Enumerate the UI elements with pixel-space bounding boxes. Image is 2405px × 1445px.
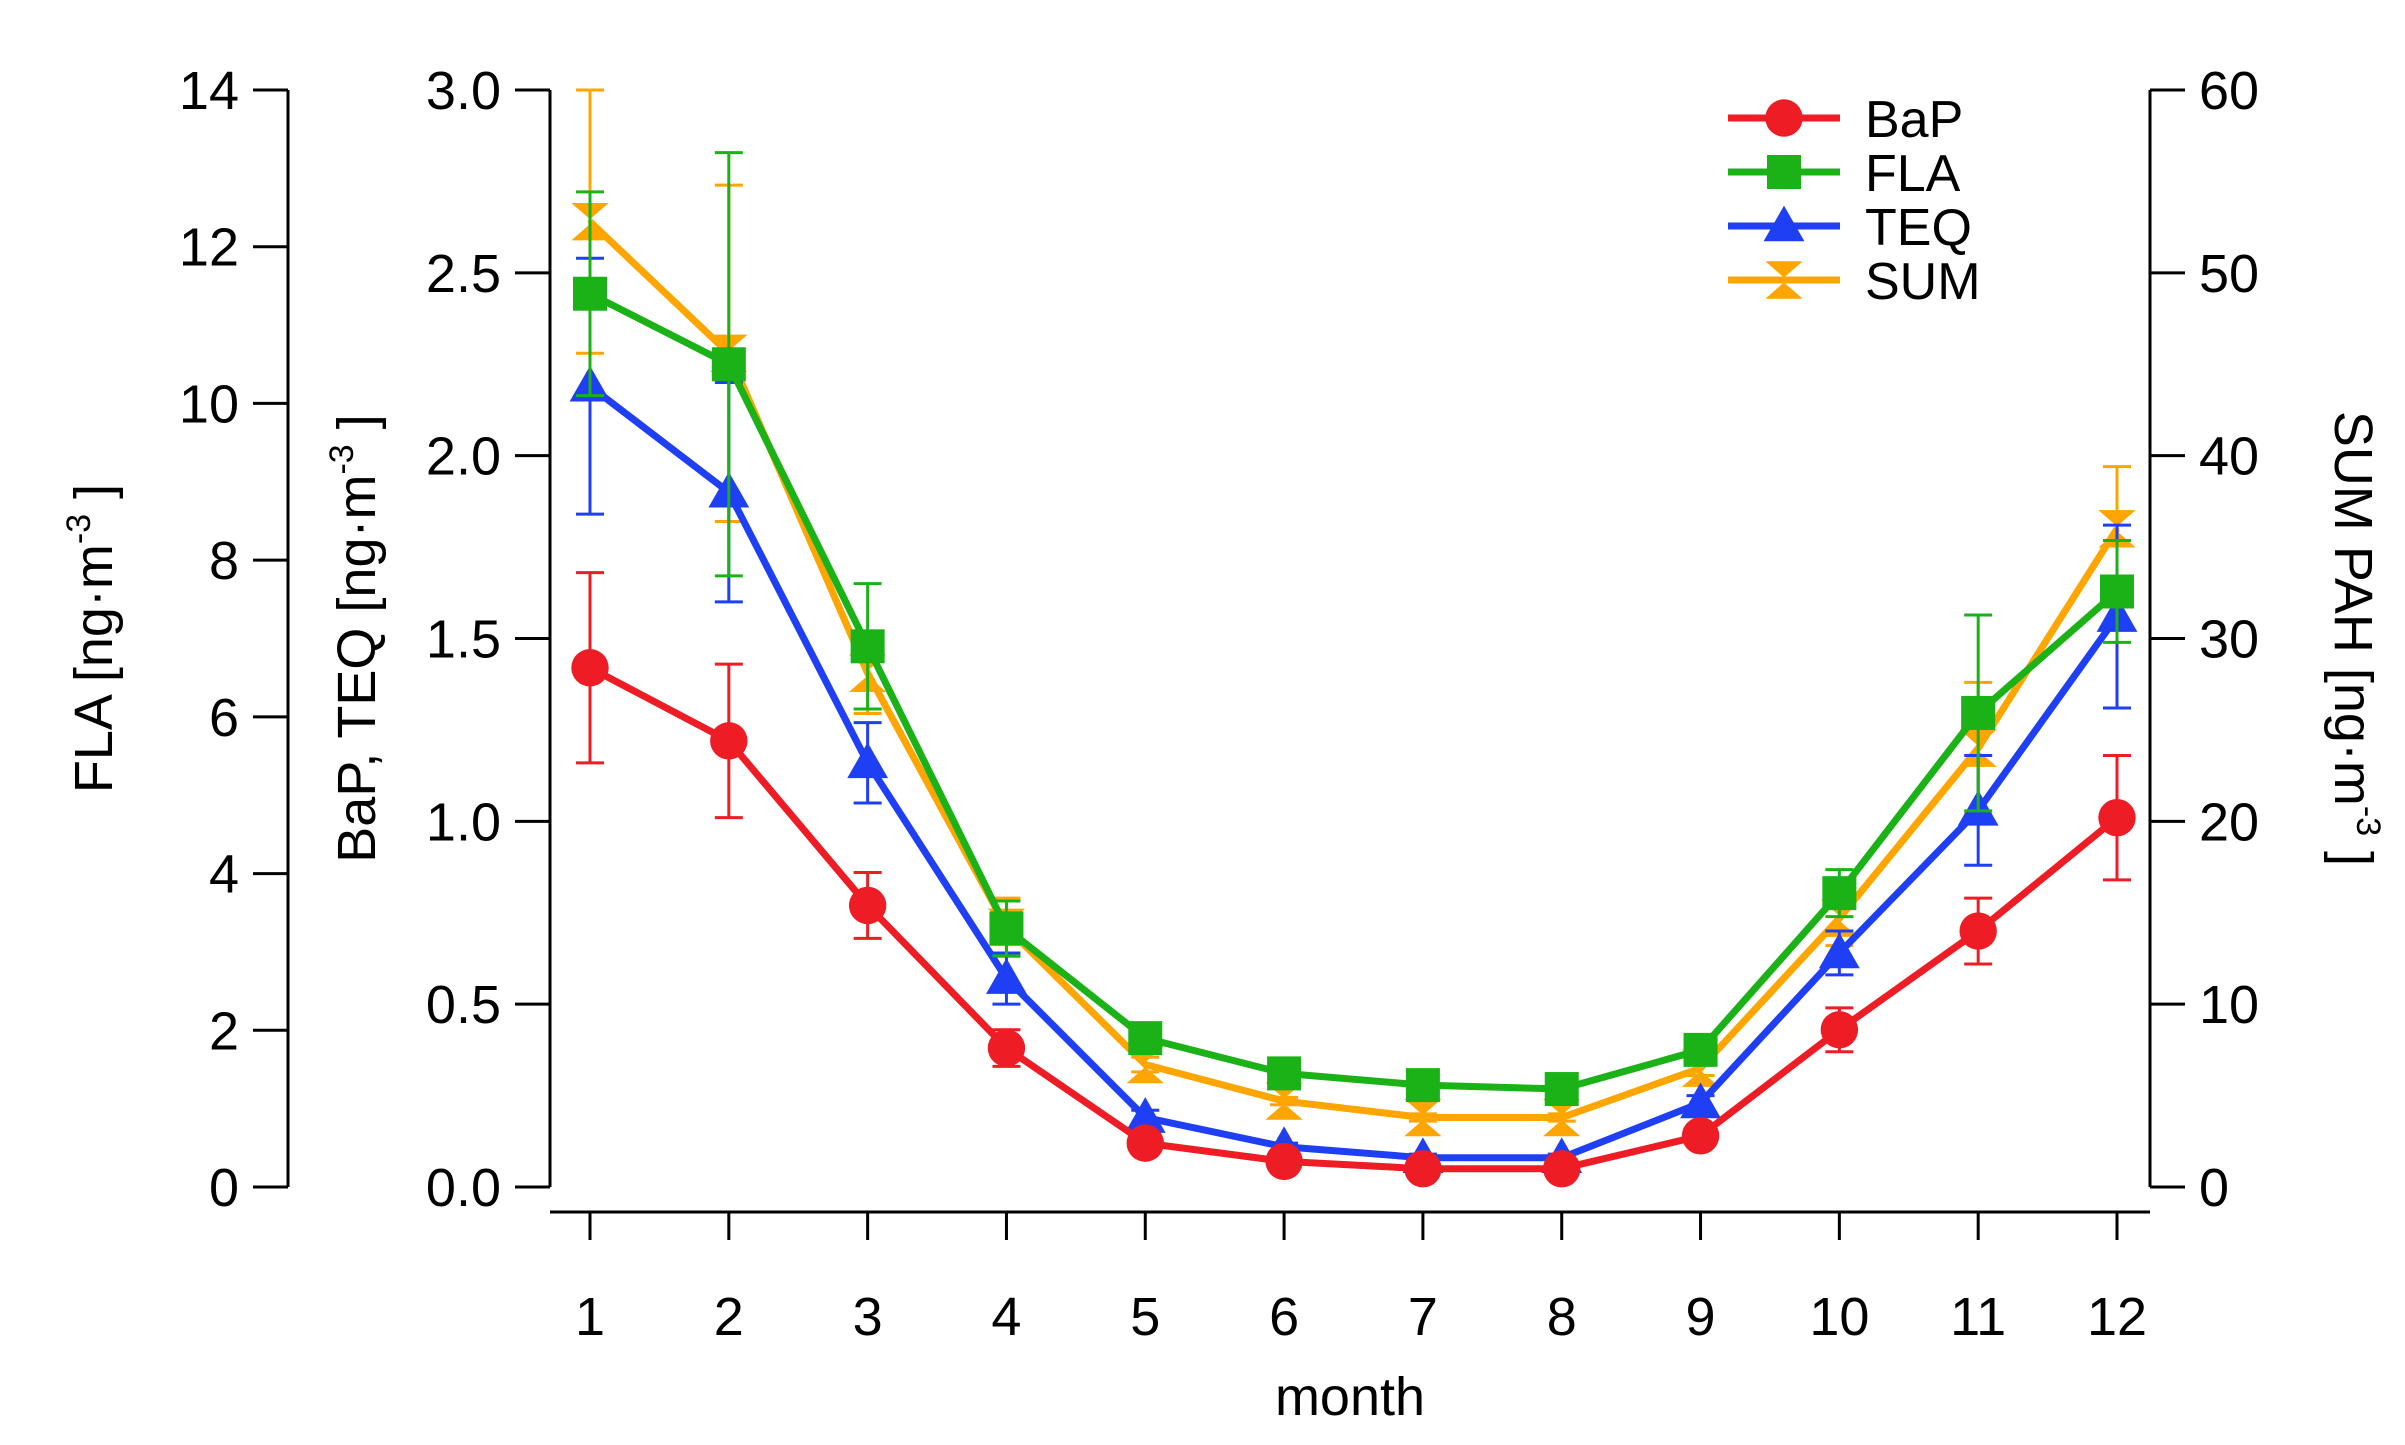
teq-point bbox=[986, 958, 1027, 994]
fla-point bbox=[2100, 574, 2134, 609]
bap-point bbox=[1820, 1011, 1859, 1049]
legend-item-fla: FLA bbox=[1728, 145, 1961, 203]
teq-line bbox=[587, 383, 2120, 1162]
bap-point bbox=[1543, 1150, 1581, 1188]
bap-point bbox=[848, 886, 887, 925]
x-tick-label: 6 bbox=[1269, 1287, 1299, 1347]
fla-line bbox=[588, 290, 2120, 1093]
fla-point bbox=[989, 911, 1024, 946]
sum-point bbox=[1404, 1098, 1442, 1137]
fla-point bbox=[1128, 1021, 1163, 1056]
legend-marker bbox=[1763, 205, 1805, 242]
fla-point bbox=[1822, 876, 1857, 911]
fla-point bbox=[850, 629, 885, 664]
bap-teq-axis-label: BaP, TEQ [ng·m-3 ] bbox=[323, 414, 387, 862]
fla-axis-tick-label: 6 bbox=[209, 688, 239, 748]
bap-point bbox=[1126, 1124, 1164, 1162]
x-tick-label: 12 bbox=[2087, 1287, 2147, 1347]
teq-point bbox=[1124, 1097, 1166, 1133]
bap-point bbox=[571, 649, 609, 687]
x-tick-label: 9 bbox=[1686, 1287, 1716, 1347]
x-tick-label: 8 bbox=[1547, 1287, 1577, 1347]
bap-teq-axis-tick-label: 3.0 bbox=[426, 61, 501, 121]
fla-axis-tick-label: 2 bbox=[209, 1001, 239, 1061]
bap-teq-axis-tick-label: 1.5 bbox=[426, 610, 501, 670]
series-teq bbox=[569, 256, 2138, 1174]
fla-axis-tick-label: 14 bbox=[179, 61, 239, 121]
sum-axis-tick-label: 0 bbox=[2199, 1158, 2229, 1218]
fla-axis-label: FLA [ng·m-3 ] bbox=[60, 484, 124, 793]
sum-axis-tick-label: 50 bbox=[2199, 244, 2259, 304]
sum-axis-label: SUM PAH [ng·m-3 ] bbox=[2323, 411, 2387, 866]
bap-teq-axis-tick-label: 2.5 bbox=[426, 244, 501, 304]
teq-point bbox=[847, 742, 889, 779]
fla-point bbox=[1544, 1072, 1579, 1107]
sum-axis-tick-label: 10 bbox=[2199, 975, 2259, 1035]
sum-point bbox=[1126, 1045, 1164, 1084]
bap-point bbox=[1959, 912, 1997, 950]
x-tick-label: 4 bbox=[991, 1287, 1021, 1347]
bap-teq-axis-tick-label: 0.0 bbox=[426, 1158, 501, 1218]
legend-item-bap: BaP bbox=[1728, 91, 1963, 149]
sum-axis-tick-label: 30 bbox=[2199, 610, 2259, 670]
fla-point bbox=[1405, 1068, 1440, 1103]
legend-marker bbox=[1767, 155, 1801, 189]
bap-teq-axis-tick-label: 2.0 bbox=[426, 427, 501, 487]
legend-label: FLA bbox=[1865, 145, 1961, 203]
legend-marker bbox=[1765, 261, 1803, 299]
x-tick-label: 11 bbox=[1950, 1287, 2006, 1347]
bap-teq-axis-tick-label: 1.0 bbox=[426, 792, 501, 852]
x-tick-label: 5 bbox=[1130, 1287, 1160, 1347]
legend-label: BaP bbox=[1865, 91, 1963, 149]
x-tick-label: 10 bbox=[1809, 1287, 1869, 1347]
bap-point bbox=[710, 722, 748, 760]
sum-point bbox=[1265, 1082, 1303, 1120]
fla-axis-tick-label: 4 bbox=[209, 845, 239, 905]
x-tick-label: 2 bbox=[714, 1287, 744, 1347]
legend-item-sum: SUM bbox=[1728, 253, 1981, 311]
sum-point bbox=[1543, 1098, 1581, 1137]
legend-marker bbox=[1765, 99, 1803, 137]
x-tick-label: 1 bbox=[575, 1287, 605, 1347]
fla-point bbox=[573, 276, 607, 311]
series-bap bbox=[571, 571, 2136, 1188]
sum-axis-tick-label: 60 bbox=[2199, 61, 2259, 121]
teq-point bbox=[1818, 932, 1860, 969]
sum-point bbox=[1681, 1049, 1720, 1087]
fla-point bbox=[1267, 1056, 1302, 1091]
fla-point bbox=[711, 347, 746, 382]
series-fla bbox=[573, 151, 2134, 1107]
sum-point bbox=[1820, 899, 1859, 937]
bap-point bbox=[1265, 1142, 1303, 1181]
bap-line bbox=[588, 664, 2120, 1173]
fla-axis-tick-label: 10 bbox=[179, 374, 239, 434]
bap-teq-axis-tick-label: 0.5 bbox=[426, 975, 501, 1035]
x-tick-label: 7 bbox=[1408, 1287, 1438, 1347]
x-axis-label: month bbox=[1275, 1367, 1425, 1427]
fla-axis-tick-label: 8 bbox=[209, 531, 239, 591]
legend-item-teq: TEQ bbox=[1728, 199, 1972, 257]
sum-line bbox=[587, 219, 2120, 1122]
series-layer bbox=[569, 88, 2138, 1188]
bap-point bbox=[987, 1029, 1026, 1067]
fla-point bbox=[1961, 695, 1996, 730]
legend-label: SUM bbox=[1865, 253, 1981, 311]
fla-axis-tick-label: 0 bbox=[209, 1158, 239, 1218]
teq-point bbox=[1680, 1082, 1721, 1119]
sum-axis-tick-label: 20 bbox=[2199, 792, 2259, 852]
fla-axis-tick-label: 12 bbox=[179, 218, 239, 278]
bap-point bbox=[1681, 1117, 1720, 1155]
fla-point bbox=[1683, 1032, 1718, 1067]
sum-axis-tick-label: 40 bbox=[2199, 427, 2259, 487]
bap-point bbox=[1404, 1150, 1442, 1188]
x-tick-label: 3 bbox=[853, 1287, 883, 1347]
bap-point bbox=[2098, 798, 2136, 837]
legend-label: TEQ bbox=[1865, 199, 1972, 257]
